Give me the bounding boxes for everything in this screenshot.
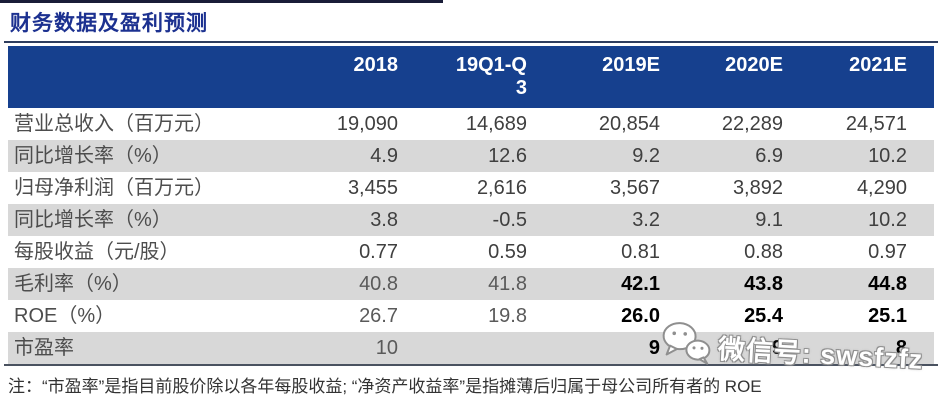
table-row-pe-ratio: 市盈率 10 9 9 8 (8, 332, 934, 364)
column-header-2020e: 2020E (660, 46, 783, 108)
cell-value: 10.2 (868, 209, 907, 231)
cell-value: 24,571 (845, 113, 907, 135)
cell-value: 42.1 (621, 273, 660, 295)
cell-value: 3,455 (347, 177, 398, 199)
table-header-row: 2018 19Q1-Q 3 2019E 2020E 2021E (8, 46, 934, 108)
note-divider (4, 364, 938, 366)
row-label: 营业总收入（百万元） (14, 113, 214, 135)
cell-value: 2,616 (476, 177, 527, 199)
cell-value: 3.8 (370, 209, 398, 231)
table-row-eps: 每股收益（元/股） 0.77 0.59 0.81 0.88 0.97 (8, 236, 934, 268)
cell-value: 9 (771, 337, 783, 359)
wechat-icon (659, 319, 713, 371)
cell-value: 3,567 (609, 177, 660, 199)
financial-forecast-table: 2018 19Q1-Q 3 2019E 2020E 2021E (8, 46, 934, 364)
table-row-revenue: 营业总收入（百万元） 19,090 14,689 20,854 22,289 2… (8, 108, 934, 140)
cell-value: 0.97 (868, 241, 907, 263)
cell-value: -0.5 (492, 209, 527, 231)
cell-value: 19.8 (488, 305, 527, 327)
cell-value: 40.8 (359, 273, 398, 295)
column-header-2018: 2018 (248, 46, 398, 108)
cell-value: 3.2 (632, 209, 660, 231)
cell-value: 9 (648, 337, 660, 359)
watermark: 微信号: swsfzfz (659, 319, 925, 382)
cell-value: 10 (375, 337, 398, 359)
row-label: ROE（%） (14, 305, 116, 327)
cell-value: 0.59 (488, 241, 527, 263)
row-label: 同比增长率（%） (14, 145, 172, 167)
table-row-revenue-growth: 同比增长率（%） 4.9 12.6 9.2 6.9 10.2 (8, 140, 934, 172)
row-label: 毛利率（%） (14, 273, 132, 295)
cell-value (398, 332, 527, 364)
cell-value: 4.9 (370, 145, 398, 167)
cell-value: 26.7 (359, 305, 398, 327)
watermark-text: 微信号: swsfzfz (717, 334, 924, 375)
page-title: 财务数据及盈利预测 (10, 12, 208, 35)
cell-value: 10.2 (868, 145, 907, 167)
cell-value: 41.8 (488, 273, 527, 295)
table-row-roe: ROE（%） 26.7 19.8 26.0 25.4 25.1 (8, 300, 934, 332)
row-label: 同比增长率（%） (14, 209, 172, 231)
column-header-2019e: 2019E (527, 46, 660, 108)
cell-value: 14,689 (465, 113, 527, 135)
table-row-profit-growth: 同比增长率（%） 3.8 -0.5 3.2 9.1 10.2 (8, 204, 934, 236)
top-edge-bar (0, 0, 443, 3)
cell-value: 12.6 (488, 145, 527, 167)
cell-value: 0.77 (359, 241, 398, 263)
cell-value: 19,090 (336, 113, 398, 135)
title-underline (4, 41, 938, 43)
cell-value: 22,289 (721, 113, 783, 135)
cell-value: 43.8 (744, 273, 783, 295)
cell-value: 9.2 (632, 145, 660, 167)
cell-value: 0.81 (621, 241, 660, 263)
column-header-19q1q3: 19Q1-Q 3 (398, 46, 527, 108)
cell-value: 6.9 (755, 145, 783, 167)
cell-value: 20,854 (598, 113, 660, 135)
cell-value: 25.1 (868, 305, 907, 327)
table-row-gross-margin: 毛利率（%） 40.8 41.8 42.1 43.8 44.8 (8, 268, 934, 300)
cell-value: 3,892 (732, 177, 783, 199)
cell-value: 25.4 (744, 305, 783, 327)
corner-header-cell (8, 46, 248, 108)
cell-value: 8 (895, 337, 907, 359)
cell-value: 4,290 (856, 177, 907, 199)
cell-value: 0.88 (744, 241, 783, 263)
row-label: 市盈率 (14, 337, 74, 359)
cell-value: 44.8 (868, 273, 907, 295)
row-label: 归母净利润（百万元） (14, 177, 214, 199)
column-header-2021e: 2021E (783, 46, 934, 108)
row-label: 每股收益（元/股） (14, 241, 180, 263)
footnote: 注：“市盈率”是指目前股价除以各年每股收益; “净资产收益率”是指摊薄后归属于母… (8, 377, 762, 396)
cell-value: 26.0 (621, 305, 660, 327)
table-row-net-profit: 归母净利润（百万元） 3,455 2,616 3,567 3,892 4,290 (8, 172, 934, 204)
cell-value: 9.1 (755, 209, 783, 231)
